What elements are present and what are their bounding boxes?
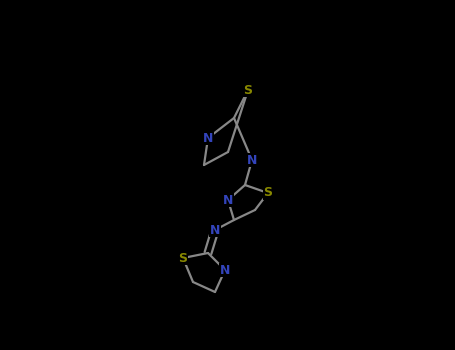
Text: N: N <box>223 194 233 206</box>
Text: S: S <box>263 187 273 199</box>
Text: S: S <box>243 84 253 97</box>
Text: N: N <box>247 154 257 167</box>
Text: N: N <box>210 224 220 237</box>
Text: N: N <box>203 132 213 145</box>
Text: S: S <box>178 252 187 265</box>
Text: N: N <box>220 264 230 276</box>
